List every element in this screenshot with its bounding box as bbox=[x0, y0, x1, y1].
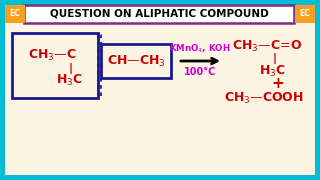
Text: |: | bbox=[273, 53, 277, 64]
Text: H$_3$C: H$_3$C bbox=[56, 72, 83, 87]
Text: H$_3$C: H$_3$C bbox=[259, 64, 285, 78]
Text: KMnO$_4$, KOH: KMnO$_4$, KOH bbox=[169, 43, 231, 55]
Bar bbox=[101, 44, 171, 78]
Text: 100°C: 100°C bbox=[184, 67, 216, 77]
Text: CH$_3$—COOH: CH$_3$—COOH bbox=[224, 90, 304, 105]
Text: EC: EC bbox=[300, 10, 310, 19]
Text: EC: EC bbox=[10, 10, 20, 19]
Bar bbox=[295, 5, 315, 23]
Text: CH$_3$—C$\!=\!$O: CH$_3$—C$\!=\!$O bbox=[232, 39, 302, 54]
Text: CH—CH$_3$: CH—CH$_3$ bbox=[107, 53, 165, 69]
Text: CH$_3$—C: CH$_3$—C bbox=[28, 48, 76, 62]
Bar bbox=[12, 33, 98, 98]
Text: QUESTION ON ALIPHATIC COMPOUND: QUESTION ON ALIPHATIC COMPOUND bbox=[50, 9, 268, 19]
Bar bbox=[5, 5, 25, 23]
Bar bbox=[24, 5, 294, 23]
Text: +: + bbox=[272, 76, 284, 91]
Text: |: | bbox=[69, 62, 73, 73]
